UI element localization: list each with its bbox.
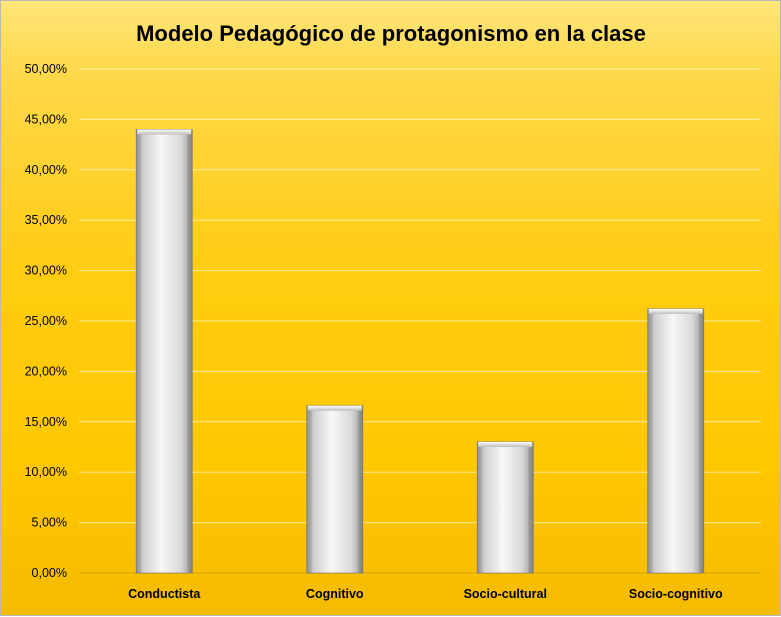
y-tick-label: 50,00% [25, 62, 67, 76]
chart-title: Modelo Pedagógico de protagonismo en la … [136, 21, 646, 46]
bar-socio-cognitivo [647, 308, 705, 574]
bar [135, 129, 193, 574]
y-tick-label: 10,00% [25, 465, 67, 479]
bar-cap [307, 405, 362, 411]
y-tick-label: 5,00% [32, 516, 67, 530]
bar-conductista [135, 129, 193, 574]
bar-highlight [311, 410, 358, 573]
x-axis: Conductista Cognitivo Socio-cultural Socio-… [128, 587, 723, 601]
gridlines [79, 68, 761, 574]
bar [306, 405, 364, 574]
y-tick-label: 45,00% [25, 112, 67, 126]
bar [476, 441, 534, 574]
y-axis: 0,00% 5,00% 10,00% 15,00% 20,00% 25,00% 30,00%… [25, 62, 67, 580]
x-tick-label: Cognitivo [306, 587, 364, 601]
bar-cap [137, 129, 192, 135]
y-tick-label: 20,00% [25, 364, 67, 378]
bar-highlight [652, 313, 699, 573]
bar-cap [478, 441, 533, 447]
bar-highlight [141, 134, 188, 574]
y-tick-label: 40,00% [25, 163, 67, 177]
bar-cap [648, 308, 703, 314]
bar-socio-cultural [476, 441, 534, 574]
y-tick-label: 25,00% [25, 314, 67, 328]
y-tick-label: 30,00% [25, 264, 67, 278]
bars [135, 129, 705, 574]
x-tick-label: Socio-cultural [464, 587, 547, 601]
y-tick-label: 35,00% [25, 213, 67, 227]
bar-highlight [482, 446, 529, 573]
x-tick-label: Socio-cognitivo [629, 587, 723, 601]
bar [647, 308, 705, 574]
y-tick-label: 0,00% [32, 566, 67, 580]
x-tick-label: Conductista [128, 587, 201, 601]
y-tick-label: 15,00% [25, 415, 67, 429]
bar-cognitivo [306, 405, 364, 574]
